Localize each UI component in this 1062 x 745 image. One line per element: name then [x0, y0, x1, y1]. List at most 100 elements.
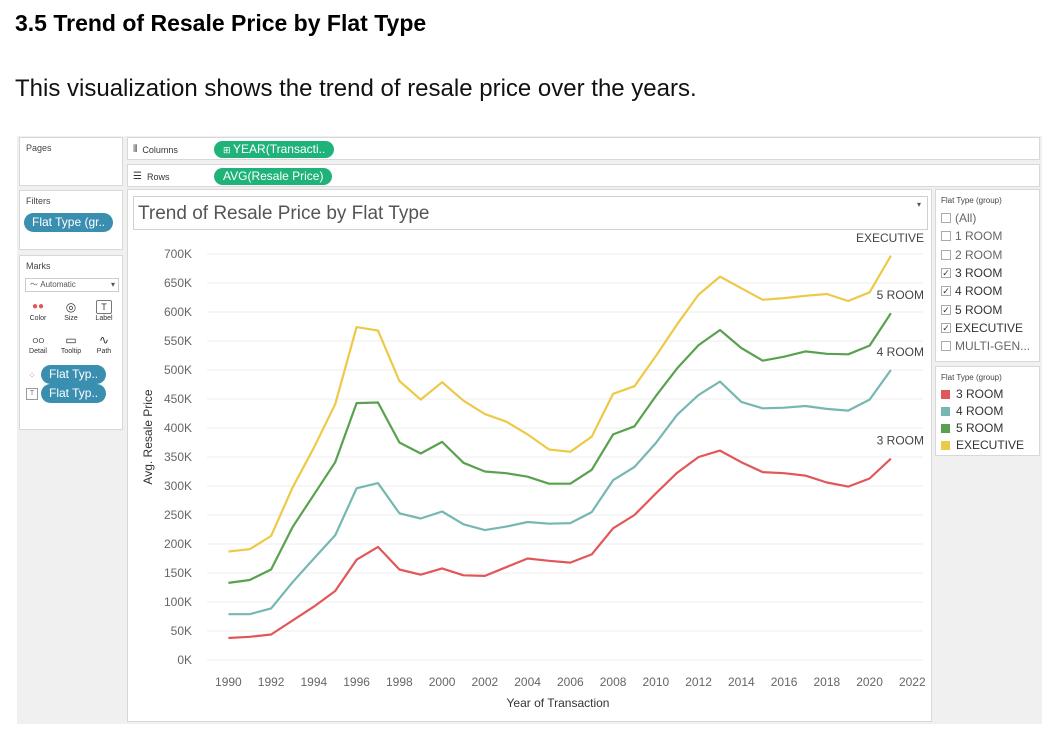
- checkbox-unchecked-icon[interactable]: [941, 213, 951, 223]
- x-tick-label: 2008: [600, 675, 627, 689]
- tooltip-icon: ▭: [65, 333, 77, 347]
- gridlines: [207, 253, 923, 661]
- tooltip-button[interactable]: ▭ Tooltip: [58, 331, 84, 358]
- y-tick-label: 250K: [164, 508, 192, 522]
- filter-option-label: 3 ROOM: [955, 265, 1003, 280]
- size-button[interactable]: ◎ Size: [58, 298, 84, 325]
- chevron-down-icon: ▾: [110, 280, 115, 289]
- series-line-3-room[interactable]: [228, 449, 892, 640]
- legend-label: 4 ROOM: [956, 404, 1004, 418]
- x-tick-label: 2000: [429, 675, 456, 689]
- y-axis: 0K 50K 100K 150K 200K 250K 300K 350K 400K 450K 500…: [164, 247, 192, 667]
- columns-label-text: Columns: [142, 144, 178, 155]
- detail-button-label: Detail: [29, 348, 47, 355]
- x-axis: 1990 1992 1994 1996 1998 2000 2002 2004 2006 2008…: [215, 675, 926, 689]
- x-tick-label: 2002: [471, 675, 498, 689]
- y-tick-label: 150K: [164, 566, 192, 580]
- x-tick-label: 2022: [899, 675, 926, 689]
- x-tick-label: 1998: [386, 675, 413, 689]
- line-end-label: 5 ROOM: [877, 288, 924, 302]
- columns-pill[interactable]: ⊞ YEAR(Transacti..: [214, 141, 335, 158]
- filter-pill[interactable]: Flat Type (gr..: [24, 213, 114, 232]
- label-field-pill[interactable]: Flat Typ..: [41, 384, 107, 403]
- y-tick-label: 450K: [164, 392, 192, 406]
- path-button[interactable]: ∿ Path: [91, 331, 117, 358]
- y-tick-label: 100K: [164, 595, 192, 609]
- pages-label: Pages: [26, 143, 52, 153]
- checkbox-unchecked-icon[interactable]: [941, 249, 951, 260]
- checkbox-checked-icon[interactable]: ✓: [941, 304, 951, 315]
- y-tick-label: 600K: [164, 305, 192, 319]
- series-line-5-room[interactable]: [228, 312, 892, 584]
- series-line-executive[interactable]: [228, 255, 892, 553]
- y-tick-label: 50K: [171, 624, 192, 638]
- label-button[interactable]: T Label: [91, 298, 117, 325]
- filter-option[interactable]: (All): [941, 211, 976, 225]
- legend-swatch: [941, 389, 950, 399]
- color-button[interactable]: ●● Color: [25, 298, 51, 325]
- pages-panel[interactable]: Pages: [19, 137, 123, 186]
- x-tick-label: 1996: [343, 675, 370, 689]
- x-tick-label: 2020: [856, 675, 883, 689]
- filter-option[interactable]: ✓ EXECUTIVE: [941, 321, 1023, 335]
- rows-icon: ☰: [133, 171, 142, 182]
- legend-card-title: Flat Type (group): [941, 373, 1002, 382]
- marks-label: Marks: [26, 261, 51, 271]
- checkbox-checked-icon[interactable]: ✓: [941, 286, 951, 297]
- filter-option-label: 4 ROOM: [955, 284, 1003, 299]
- line-end-labels: EXECUTIVE 5 ROOM 4 ROOM 3 ROOM: [856, 232, 924, 448]
- x-tick-label: 2018: [813, 675, 840, 689]
- filter-option[interactable]: MULTI-GEN...: [941, 339, 1030, 353]
- columns-pill-text: YEAR(Transacti..: [233, 142, 326, 156]
- legend-swatch: [941, 440, 950, 450]
- section-description: This visualization shows the trend of re…: [15, 75, 697, 102]
- label-icon: T: [96, 300, 112, 314]
- mark-type-dropdown[interactable]: 〜 Automatic ▾: [25, 278, 119, 292]
- legend-label: 5 ROOM: [956, 421, 1004, 435]
- y-tick-label: 0K: [177, 653, 192, 667]
- label-icon: T: [26, 388, 38, 400]
- color-button-label: Color: [29, 315, 47, 322]
- marks-panel: Marks 〜 Automatic ▾ ●● Color ◎ Size T La…: [19, 255, 123, 430]
- legend-item[interactable]: 4 ROOM: [941, 404, 1003, 418]
- chevron-down-icon[interactable]: ▾: [916, 200, 921, 209]
- filters-panel[interactable]: Filters Flat Type (gr..: [19, 190, 123, 250]
- filter-option[interactable]: 1 ROOM: [941, 229, 1002, 243]
- filter-option[interactable]: ✓ 5 ROOM: [941, 303, 1002, 317]
- color-field-pill[interactable]: Flat Typ..: [41, 365, 107, 384]
- detail-icon: ഠഠ: [32, 335, 44, 345]
- expand-plus-icon: ⊞: [223, 145, 234, 155]
- legend-item[interactable]: 3 ROOM: [941, 387, 1003, 401]
- legend-swatch: [941, 423, 950, 433]
- columns-shelf[interactable]: ⦀ Columns ⊞ YEAR(Transacti..: [127, 137, 1040, 160]
- checkbox-checked-icon[interactable]: ✓: [941, 322, 951, 333]
- x-tick-label: 1992: [258, 675, 285, 689]
- checkbox-checked-icon[interactable]: ✓: [941, 267, 951, 278]
- rows-shelf-label: ☰ Rows: [133, 171, 169, 182]
- y-tick-label: 200K: [164, 537, 192, 551]
- legend-label: 3 ROOM: [956, 387, 1004, 401]
- section-heading: 3.5 Trend of Resale Price by Flat Type: [15, 10, 427, 36]
- detail-button[interactable]: ഠഠ Detail: [25, 331, 51, 358]
- chart-title: Trend of Resale Price by Flat Type: [138, 203, 430, 224]
- rows-pill[interactable]: AVG(Resale Price): [214, 168, 333, 185]
- x-tick-label: 2016: [771, 675, 798, 689]
- series-line-4-room[interactable]: [228, 369, 892, 616]
- path-icon: ∿: [98, 333, 110, 347]
- checkbox-unchecked-icon[interactable]: [941, 341, 951, 352]
- legend-label: EXECUTIVE: [956, 438, 1025, 452]
- filter-option[interactable]: ✓ 4 ROOM: [941, 284, 1002, 298]
- checkbox-unchecked-icon[interactable]: [941, 231, 951, 242]
- filter-option-label: 1 ROOM: [955, 229, 1003, 244]
- columns-icon: ⦀: [133, 144, 138, 155]
- line-end-label: 4 ROOM: [877, 345, 924, 359]
- legend-item[interactable]: 5 ROOM: [941, 421, 1003, 435]
- filter-option[interactable]: ✓ 3 ROOM: [941, 266, 1002, 280]
- x-tick-label: 2012: [685, 675, 712, 689]
- filter-option[interactable]: 2 ROOM: [941, 248, 1002, 262]
- chart-title-box: Trend of Resale Price by Flat Type ▾: [133, 196, 928, 230]
- rows-shelf[interactable]: ☰ Rows AVG(Resale Price): [127, 164, 1040, 187]
- visualization-pane: Trend of Resale Price by Flat Type ▾ 0K 5…: [127, 189, 932, 722]
- legend-item[interactable]: EXECUTIVE: [941, 438, 1024, 452]
- y-tick-label: 400K: [164, 421, 192, 435]
